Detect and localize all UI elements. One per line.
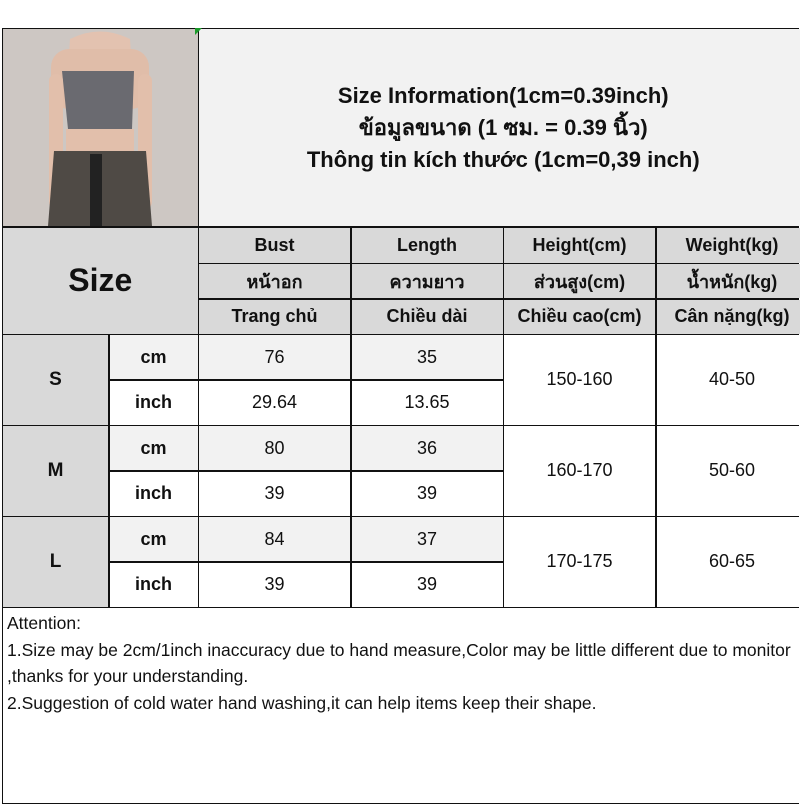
column-header: Chiều cao(cm) xyxy=(504,300,655,334)
length-value: 37 xyxy=(352,517,503,561)
cell-marker xyxy=(195,28,202,35)
length-value: 35 xyxy=(352,335,503,379)
height-value: 150-160 xyxy=(504,335,655,425)
unit-label: cm xyxy=(110,335,198,379)
attention-line: Attention: xyxy=(7,610,800,637)
unit-label: inch xyxy=(110,381,198,425)
size-header: Size xyxy=(3,228,198,334)
column-header: Bust xyxy=(199,228,350,263)
height-value: 170-175 xyxy=(504,517,655,607)
column-header: หน้าอก xyxy=(199,264,350,298)
column-header: Length xyxy=(352,228,503,263)
length-value: 36 xyxy=(352,426,503,470)
column-header: Chiều dài xyxy=(352,300,503,334)
weight-value: 40-50 xyxy=(657,335,800,425)
size-info-title: Size Information(1cm=0.39inch) ข้อมูลขนา… xyxy=(199,29,800,226)
attention-line: 2.Suggestion of cold water hand washing,… xyxy=(7,690,800,717)
size-label: L xyxy=(3,517,108,607)
bust-value: 76 xyxy=(199,335,350,379)
unit-label: cm xyxy=(110,426,198,470)
unit-label: inch xyxy=(110,472,198,516)
bust-value: 29.64 xyxy=(199,381,350,425)
weight-value: 50-60 xyxy=(657,426,800,516)
length-value: 39 xyxy=(352,563,503,607)
bust-value: 84 xyxy=(199,517,350,561)
attention-line: 1.Size may be 2cm/1inch inaccuracy due t… xyxy=(7,637,800,690)
weight-value: 60-65 xyxy=(657,517,800,607)
unit-label: inch xyxy=(110,563,198,607)
unit-label: cm xyxy=(110,517,198,561)
length-value: 39 xyxy=(352,472,503,516)
column-header: Cân nặng(kg) xyxy=(657,300,800,334)
column-header: Weight(kg) xyxy=(657,228,800,263)
title-en: Size Information(1cm=0.39inch) xyxy=(338,80,669,112)
attention-notes: Attention:1.Size may be 2cm/1inch inaccu… xyxy=(3,608,800,803)
column-header: Height(cm) xyxy=(504,228,655,263)
title-vi: Thông tin kích thước (1cm=0,39 inch) xyxy=(307,144,700,176)
column-header: Trang chủ xyxy=(199,300,350,334)
column-header: ความยาว xyxy=(352,264,503,298)
size-chart: Size Information(1cm=0.39inch) ข้อมูลขนา… xyxy=(2,28,799,804)
length-value: 13.65 xyxy=(352,381,503,425)
bust-value: 39 xyxy=(199,472,350,516)
size-label: M xyxy=(3,426,108,516)
bust-value: 80 xyxy=(199,426,350,470)
column-header: น้ำหนัก(kg) xyxy=(657,264,800,298)
product-photo xyxy=(3,29,198,226)
title-th: ข้อมูลขนาด (1 ซม. = 0.39 นิ้ว) xyxy=(359,112,648,144)
column-header: ส่วนสูง(cm) xyxy=(504,264,655,298)
bust-value: 39 xyxy=(199,563,350,607)
size-label: S xyxy=(3,335,108,425)
height-value: 160-170 xyxy=(504,426,655,516)
